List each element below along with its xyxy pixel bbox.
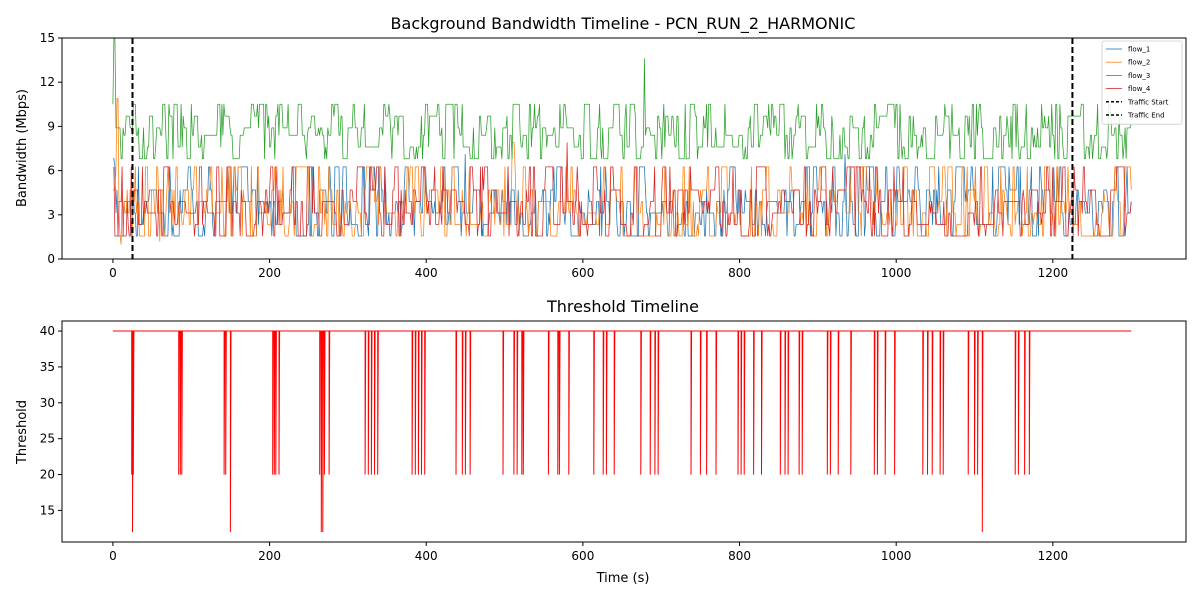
legend-label-traffic-end: Traffic End: [1127, 112, 1165, 120]
threshold-axes: 0 200 400 600 800 1000 1200 15 20 25 30 35 40: [40, 324, 1068, 563]
series-line-flow-3: [112, 37, 1132, 160]
threshold-y-tick-label: 20: [40, 468, 55, 482]
legend-label-flow-4: flow_4: [1128, 85, 1151, 93]
threshold-x-tick-label: 1200: [1038, 549, 1069, 563]
threshold-x-tick-label: 600: [571, 549, 594, 563]
threshold-y-axis-title: Threshold: [15, 400, 30, 465]
threshold-y-tick-label: 25: [40, 432, 55, 446]
bandwidth-x-tick-label: 400: [415, 266, 438, 280]
bandwidth-y-tick-label: 9: [47, 119, 55, 133]
threshold-series-line: [112, 330, 1132, 533]
bandwidth-x-tick-label: 600: [571, 266, 594, 280]
bandwidth-axes: 0 200 400 600 800 1000 1200 0 3 6 9 12 15: [40, 31, 1068, 280]
bandwidth-plot-frame: [61, 37, 1187, 260]
bandwidth-y-tick-label: 15: [40, 31, 55, 45]
threshold-y-tick-label: 40: [40, 324, 55, 338]
series-line-flow-4: [112, 142, 1132, 237]
bandwidth-series-layer: [112, 37, 1132, 259]
bandwidth-y-tick-label: 3: [47, 208, 55, 222]
bandwidth-y-tick-label: 0: [47, 252, 55, 266]
bandwidth-x-tick-label: 800: [728, 266, 751, 280]
legend-label-flow-2: flow_2: [1128, 59, 1150, 67]
bandwidth-x-tick-label: 1200: [1038, 266, 1069, 280]
series-line-flow-2: [112, 98, 1132, 245]
bandwidth-y-axis-title: Bandwidth (Mbps): [15, 89, 30, 207]
bandwidth-y-tick-label: 6: [47, 164, 55, 178]
threshold-chart-title: Threshold Timeline: [546, 297, 699, 316]
threshold-plot-frame: [61, 320, 1187, 543]
legend-label-traffic-start: Traffic Start: [1127, 98, 1169, 106]
legend-label-flow-1: flow_1: [1128, 46, 1150, 54]
bandwidth-legend: flow_1 flow_2 flow_3 flow_4 Traffic Start Tra…: [1101, 40, 1183, 125]
bandwidth-y-tick-label: 12: [40, 75, 55, 89]
threshold-x-axis-title: Time (s): [596, 571, 650, 586]
threshold-series-layer: [112, 330, 1132, 533]
bandwidth-x-tick-label: 200: [258, 266, 281, 280]
threshold-x-tick-label: 200: [258, 549, 281, 563]
bandwidth-x-tick-label: 0: [109, 266, 117, 280]
threshold-y-tick-label: 30: [40, 396, 55, 410]
bandwidth-chart-title: Background Bandwidth Timeline - PCN_RUN_…: [391, 14, 856, 34]
threshold-panel: Threshold Timeline Threshold Time (s) 0 2…: [15, 297, 1187, 586]
legend-label-flow-3: flow_3: [1128, 72, 1150, 80]
threshold-x-tick-label: 400: [415, 549, 438, 563]
bandwidth-panel: Background Bandwidth Timeline - PCN_RUN_…: [15, 14, 1187, 280]
bandwidth-x-tick-label: 1000: [881, 266, 912, 280]
threshold-x-tick-label: 1000: [881, 549, 912, 563]
threshold-y-tick-label: 15: [40, 503, 55, 517]
threshold-x-tick-label: 800: [728, 549, 751, 563]
threshold-x-tick-label: 0: [109, 549, 117, 563]
threshold-y-tick-label: 35: [40, 360, 55, 374]
